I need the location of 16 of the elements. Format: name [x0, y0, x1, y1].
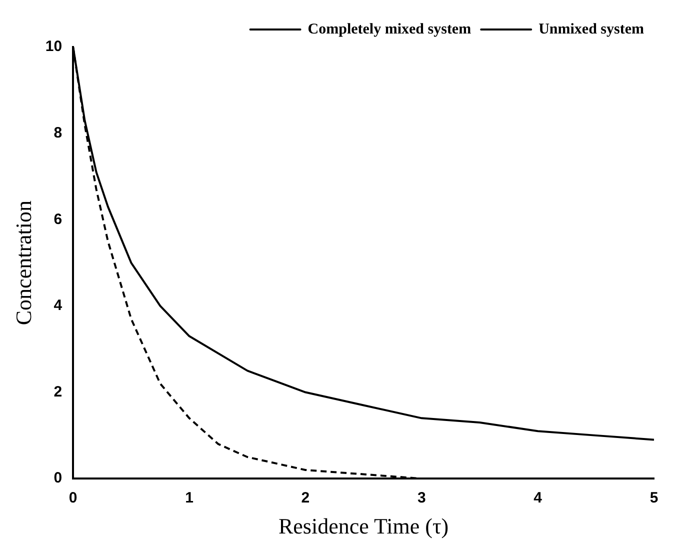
- y-tick-label: 2: [54, 383, 62, 400]
- legend-label: Unmixed system: [538, 21, 645, 38]
- y-tick-label: 10: [45, 38, 62, 56]
- y-tick-label: 6: [54, 210, 62, 228]
- x-tick-label: 2: [301, 490, 310, 507]
- x-tick-label: 1: [185, 490, 194, 507]
- x-axis-title: Residence Time (τ): [278, 514, 449, 539]
- x-tick-label: 0: [68, 490, 78, 507]
- x-tick-label: 3: [417, 490, 426, 507]
- y-axis-title: Concentration: [10, 200, 36, 326]
- x-tick-label: 4: [534, 490, 543, 507]
- x-tick-label: 5: [650, 490, 658, 507]
- y-tick-label: 4: [54, 297, 63, 314]
- legend-label: Completely mixed system: [308, 21, 472, 38]
- y-tick-label: 0: [54, 470, 62, 487]
- y-tick-label: 8: [54, 124, 62, 142]
